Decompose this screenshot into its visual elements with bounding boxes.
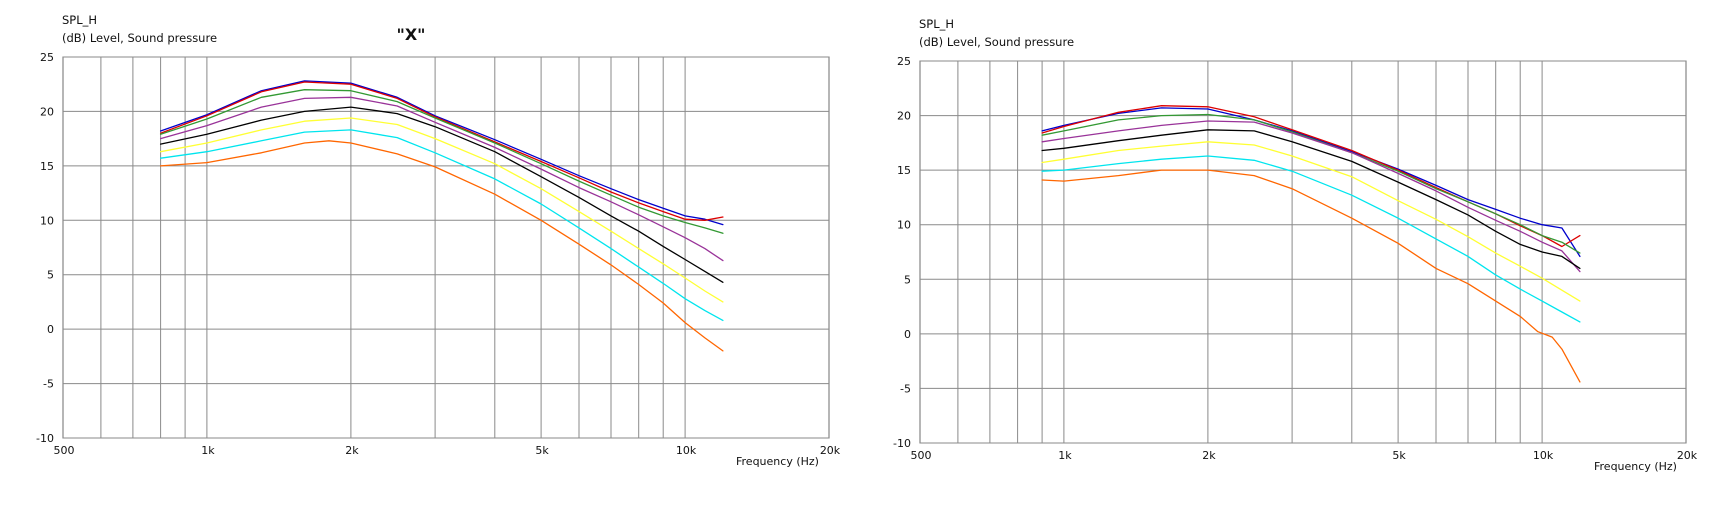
chart-right: SPL_H (dB) Level, Sound pressure -10 -5 0 5… — [893, 17, 1698, 473]
chart-right-y-tick-label: 15 — [897, 164, 911, 177]
chart-right-x-tick-label: 2k — [1202, 449, 1216, 462]
chart-right-x-tick-label: 500 — [911, 449, 932, 462]
chart-right-y-tick-label: 10 — [897, 219, 911, 232]
chart-right-y-tick-label: 0 — [904, 328, 911, 341]
chart-right-ylabel-line2: (dB) Level, Sound pressure — [919, 35, 1074, 49]
chart-right-series-line-6 — [1041, 141, 1581, 302]
chart-left-x-tick-label: 1k — [201, 444, 215, 457]
chart-left-x-tick-label: 20k — [820, 444, 841, 457]
chart-left-y-tick-label: 0 — [47, 323, 54, 336]
chart-left-series-line-7 — [159, 129, 724, 322]
chart-left-y-ticks: -10 -5 0 5 10 15 20 25 — [36, 51, 54, 445]
chart-right-series-line-5 — [1041, 129, 1581, 270]
chart-left-series-line-6 — [159, 117, 724, 303]
chart-left-series-line-2 — [159, 81, 724, 221]
chart-left-y-tick-label: 15 — [40, 160, 54, 173]
chart-right-x-tick-label: 5k — [1392, 449, 1406, 462]
chart-left-xlabel: Frequency (Hz) — [736, 455, 819, 468]
chart-left-x-tick-label: 10k — [676, 444, 697, 457]
chart-right-gridlines — [920, 60, 1686, 444]
chart-right-x-tick-label: 20k — [1677, 449, 1698, 462]
chart-left-series — [159, 80, 724, 352]
chart-right-series-line-7 — [1041, 155, 1581, 323]
chart-right-y-tick-label: 20 — [897, 110, 911, 123]
chart-right-y-tick-label: 5 — [904, 273, 911, 286]
chart-right-plot-area — [919, 60, 1687, 444]
chart-right-series-line-3 — [1041, 113, 1581, 254]
chart-left-x-ticks: 500 1k 2k 5k 10k 20k — [54, 444, 841, 457]
chart-left-y-tick-label: -5 — [43, 378, 54, 391]
chart-left-series-line-5 — [159, 106, 724, 283]
chart-right-y-tick-label: 25 — [897, 55, 911, 68]
chart-left-x-tick-label: 500 — [54, 444, 75, 457]
chart-left-y-tick-label: 20 — [40, 105, 54, 118]
chart-left-x-tick-label: 5k — [535, 444, 549, 457]
chart-right-y-ticks: -10 -5 0 5 10 15 20 25 — [893, 55, 911, 450]
chart-right-y-tick-label: -5 — [900, 382, 911, 395]
chart-left: SPL_H (dB) Level, Sound pressure "X" -10… — [36, 13, 841, 468]
chart-right-x-ticks: 500 1k 2k 5k 10k 20k — [911, 449, 1698, 462]
chart-left-series-line-3 — [159, 89, 724, 234]
chart-left-y-tick-label: 10 — [40, 214, 54, 227]
chart-right-x-tick-label: 10k — [1533, 449, 1554, 462]
chart-left-y-tick-label: 25 — [40, 51, 54, 64]
chart-left-plot-area — [62, 56, 830, 439]
chart-left-series-line-4 — [159, 96, 724, 262]
chart-right-series-line-4 — [1041, 120, 1581, 273]
chart-left-title: "X" — [396, 25, 425, 44]
chart-right-xlabel: Frequency (Hz) — [1594, 460, 1677, 473]
chart-left-ylabel-line1: SPL_H — [62, 13, 97, 27]
chart-left-ylabel-line2: (dB) Level, Sound pressure — [62, 31, 217, 45]
chart-right-x-tick-label: 1k — [1058, 449, 1072, 462]
chart-left-y-tick-label: 5 — [47, 269, 54, 282]
chart-left-gridlines — [63, 56, 829, 439]
chart-right-ylabel-line1: SPL_H — [919, 17, 954, 31]
chart-left-series-line-1 — [159, 80, 724, 226]
chart-left-series-line-8 — [159, 140, 724, 352]
chart-right-series — [1041, 105, 1581, 383]
chart-right-y-tick-label: -10 — [893, 437, 911, 450]
chart-left-y-tick-label: -10 — [36, 432, 54, 445]
chart-right-series-line-8 — [1041, 169, 1581, 383]
chart-left-x-tick-label: 2k — [345, 444, 359, 457]
